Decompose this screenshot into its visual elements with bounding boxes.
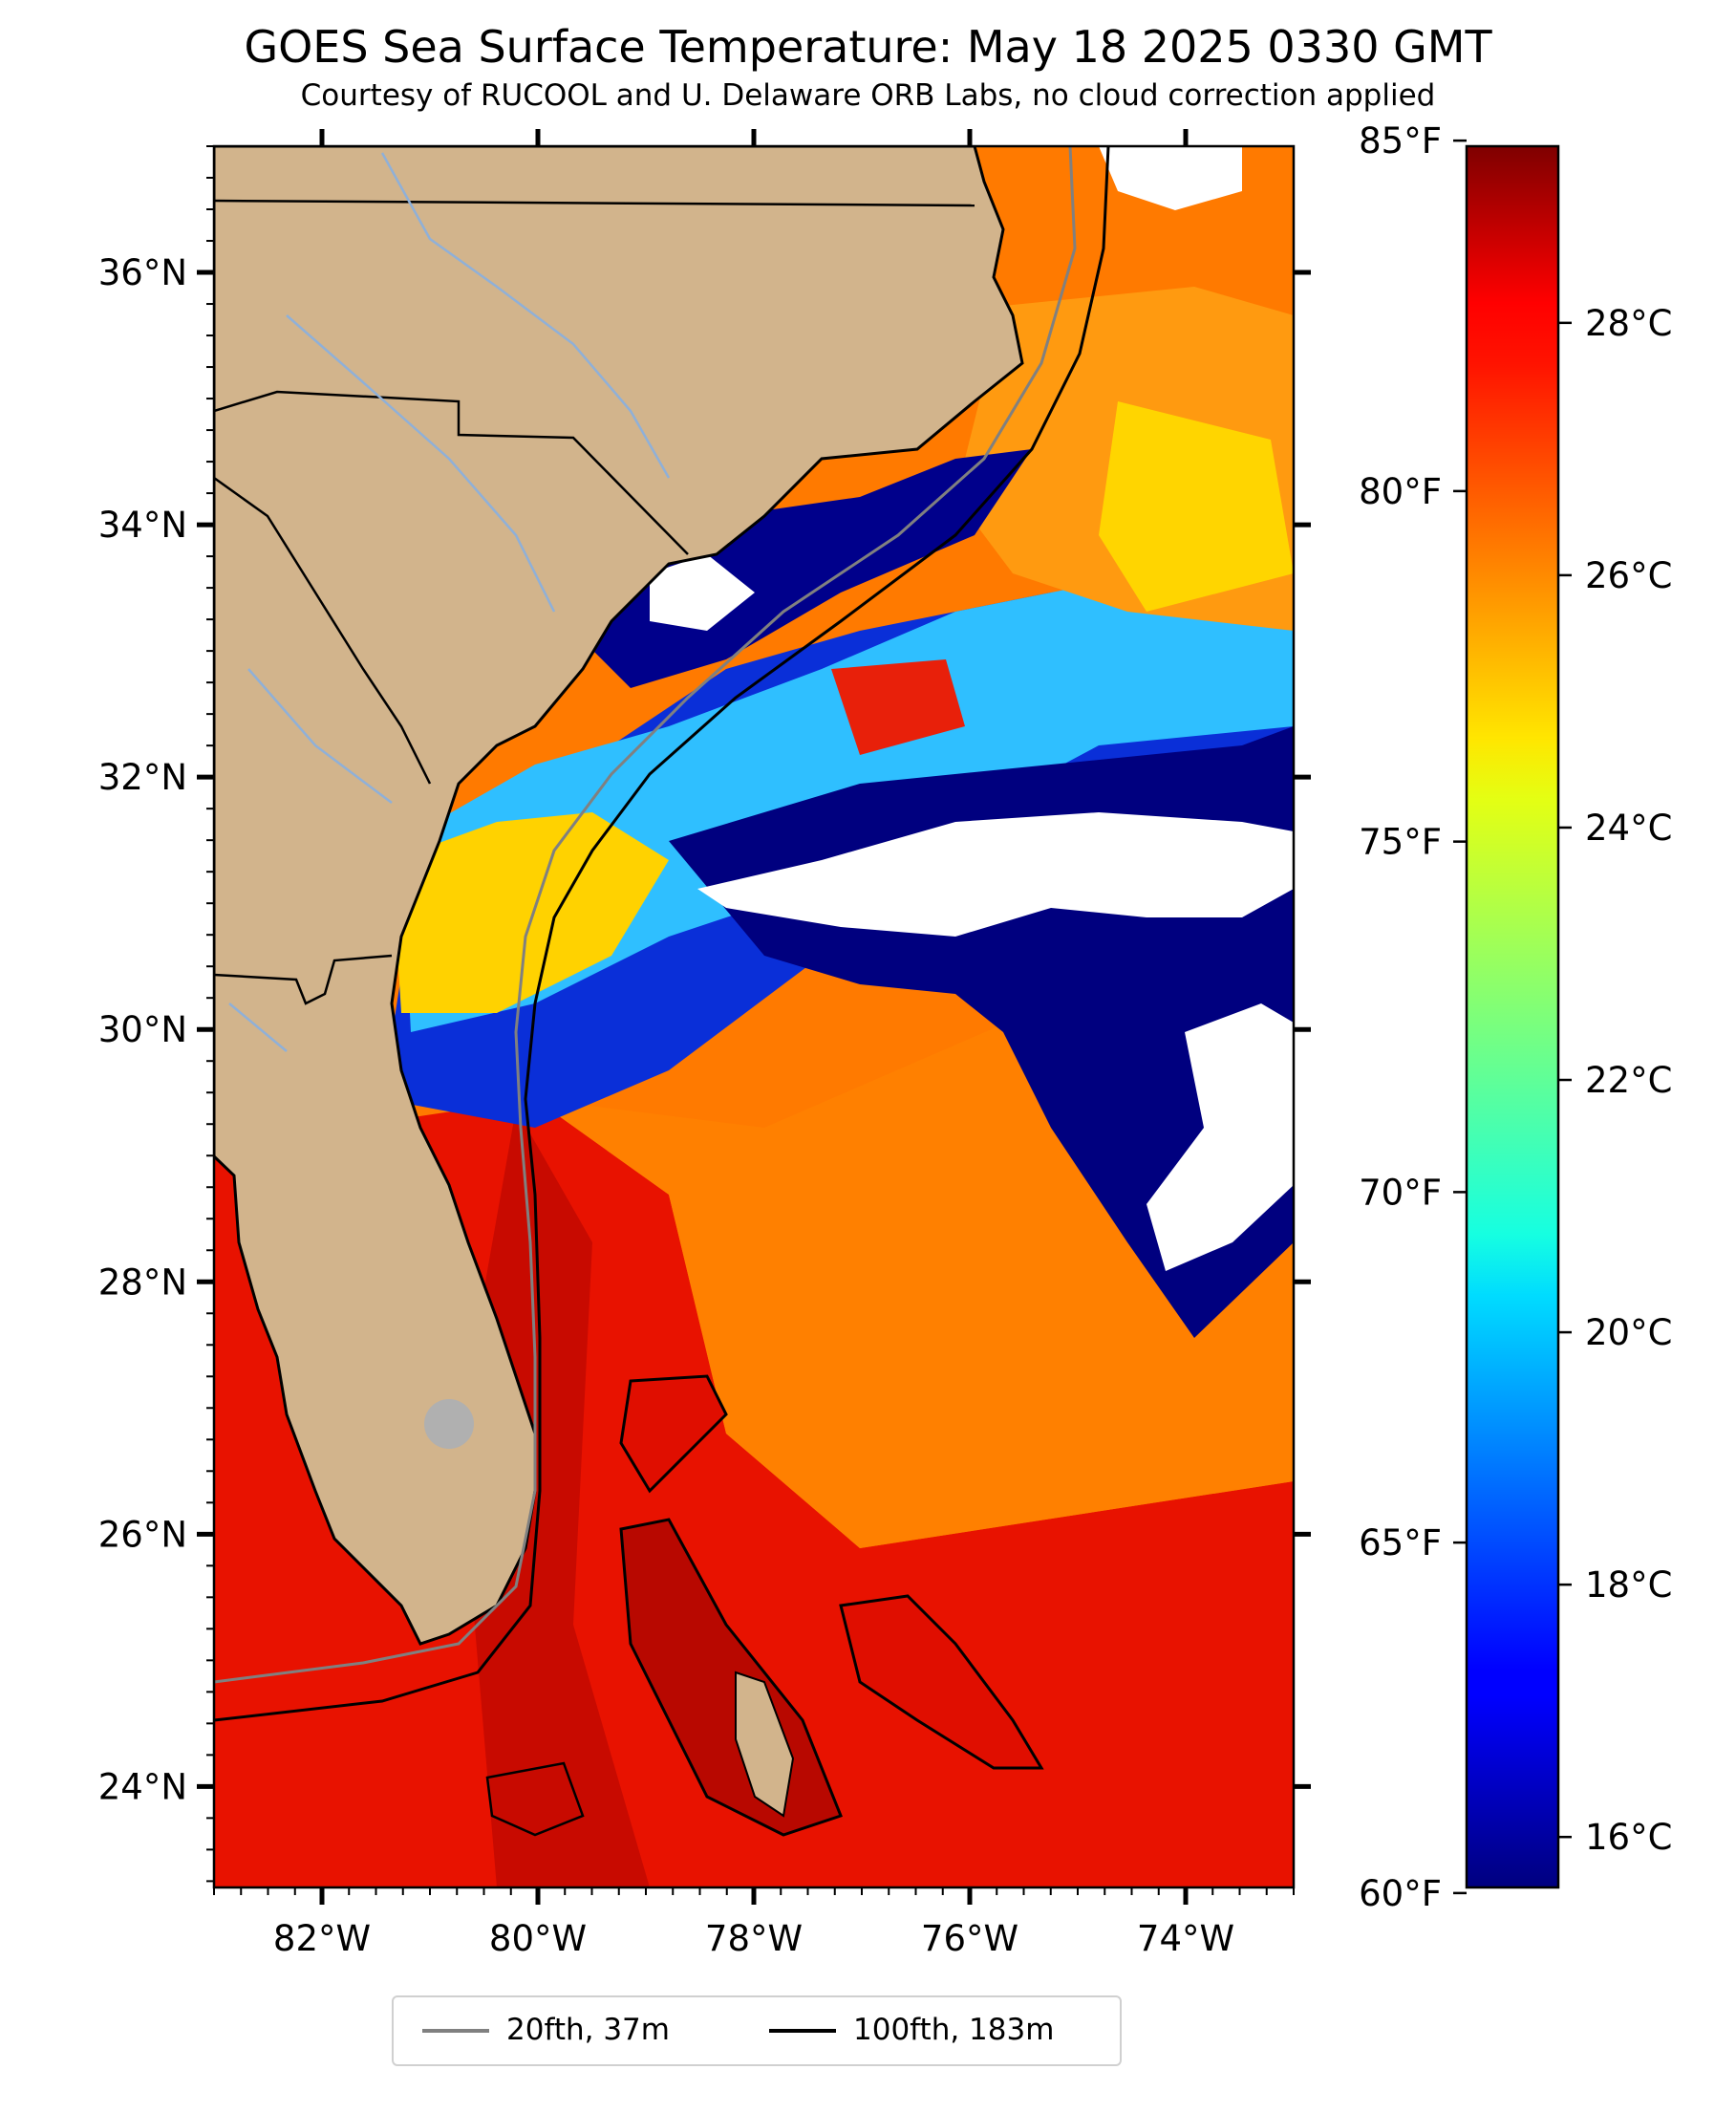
longitude-axis: 82°W 80°W 78°W 76°W 74°W bbox=[213, 129, 1295, 1959]
bahamas-eastern-bank bbox=[839, 1594, 1044, 1770]
lat-tick-label: 28°N bbox=[98, 1261, 187, 1303]
colorbar bbox=[1465, 144, 1560, 1889]
celsius-tick-label: 24°C bbox=[1585, 808, 1672, 849]
contour-100fth bbox=[214, 146, 1110, 1722]
chart-title: GOES Sea Surface Temperature: May 18 202… bbox=[244, 21, 1492, 73]
lat-tick-label: 32°N bbox=[98, 757, 187, 798]
cay-sal-bank bbox=[485, 1761, 585, 1837]
offshore-yellow-patch bbox=[1099, 401, 1294, 612]
fahrenheit-tick-label: 70°F bbox=[1359, 1172, 1442, 1213]
rivers bbox=[228, 152, 671, 1052]
lat-tick-label: 30°N bbox=[98, 1009, 187, 1050]
contour-20fth bbox=[214, 146, 1077, 1684]
little-bahama-bank bbox=[619, 1374, 728, 1494]
andros-island bbox=[735, 1671, 795, 1818]
cloud-mask bbox=[1099, 146, 1242, 210]
yellow-sst-patch bbox=[392, 812, 669, 1013]
fahrenheit-tick-label: 75°F bbox=[1359, 822, 1442, 863]
lon-tick-label: 78°W bbox=[705, 1918, 803, 1959]
fahrenheit-tick-label: 85°F bbox=[1359, 120, 1442, 162]
celsius-tick-label: 16°C bbox=[1585, 1817, 1672, 1858]
legend-label-20fth: 20fth, 37m bbox=[506, 2013, 670, 2047]
lat-tick-label: 34°N bbox=[98, 505, 187, 546]
lat-tick-label: 24°N bbox=[98, 1766, 187, 1807]
legend-swatch-100fth bbox=[769, 2029, 836, 2033]
celsius-tick-label: 28°C bbox=[1585, 303, 1672, 344]
cloud-mask bbox=[697, 812, 1294, 937]
lat-tick-label: 26°N bbox=[98, 1514, 187, 1555]
lon-tick-label: 82°W bbox=[273, 1918, 371, 1959]
celsius-tick-label: 18°C bbox=[1585, 1564, 1672, 1606]
warm-core-patch bbox=[831, 659, 965, 755]
lon-tick-label: 76°W bbox=[921, 1918, 1018, 1959]
legend: 20fth, 37m 100fth, 183m bbox=[392, 1995, 1122, 2066]
colorbar-fahrenheit-ticks: 60°F 65°F 70°F 75°F 80°F 85°F bbox=[1359, 120, 1467, 1914]
state-border bbox=[214, 954, 393, 1005]
legend-label-100fth: 100fth, 183m bbox=[853, 2013, 1055, 2047]
colorbar-celsius-ticks: 16°C 18°C 20°C 22°C 24°C 26°C 28°C bbox=[1558, 303, 1672, 1858]
celsius-tick-label: 22°C bbox=[1585, 1060, 1672, 1101]
chart-subtitle: Courtesy of RUCOOL and U. Delaware ORB L… bbox=[300, 78, 1436, 113]
lon-tick-label: 80°W bbox=[489, 1918, 587, 1959]
fahrenheit-tick-label: 60°F bbox=[1359, 1873, 1442, 1914]
celsius-tick-label: 20°C bbox=[1585, 1312, 1672, 1353]
gulf-stream-core bbox=[459, 1109, 650, 1887]
state-border bbox=[214, 476, 432, 785]
cold-coastal-pocket bbox=[573, 449, 1032, 688]
cloud-mask bbox=[1147, 1003, 1294, 1271]
celsius-tick-label: 26°C bbox=[1585, 555, 1672, 596]
land-mass bbox=[214, 146, 1024, 1646]
lake-okeechobee bbox=[424, 1399, 474, 1449]
latitude-axis: 36°N 34°N 32°N 30°N 28°N 26°N 24°N bbox=[98, 145, 1311, 1883]
state-border bbox=[214, 390, 689, 555]
cloud-mask bbox=[650, 554, 755, 631]
fahrenheit-tick-label: 65°F bbox=[1359, 1522, 1442, 1563]
state-border bbox=[214, 199, 975, 207]
fahrenheit-tick-label: 80°F bbox=[1359, 471, 1442, 512]
legend-swatch-20fth bbox=[422, 2029, 489, 2033]
lat-tick-label: 36°N bbox=[98, 252, 187, 293]
lon-tick-label: 74°W bbox=[1137, 1918, 1234, 1959]
